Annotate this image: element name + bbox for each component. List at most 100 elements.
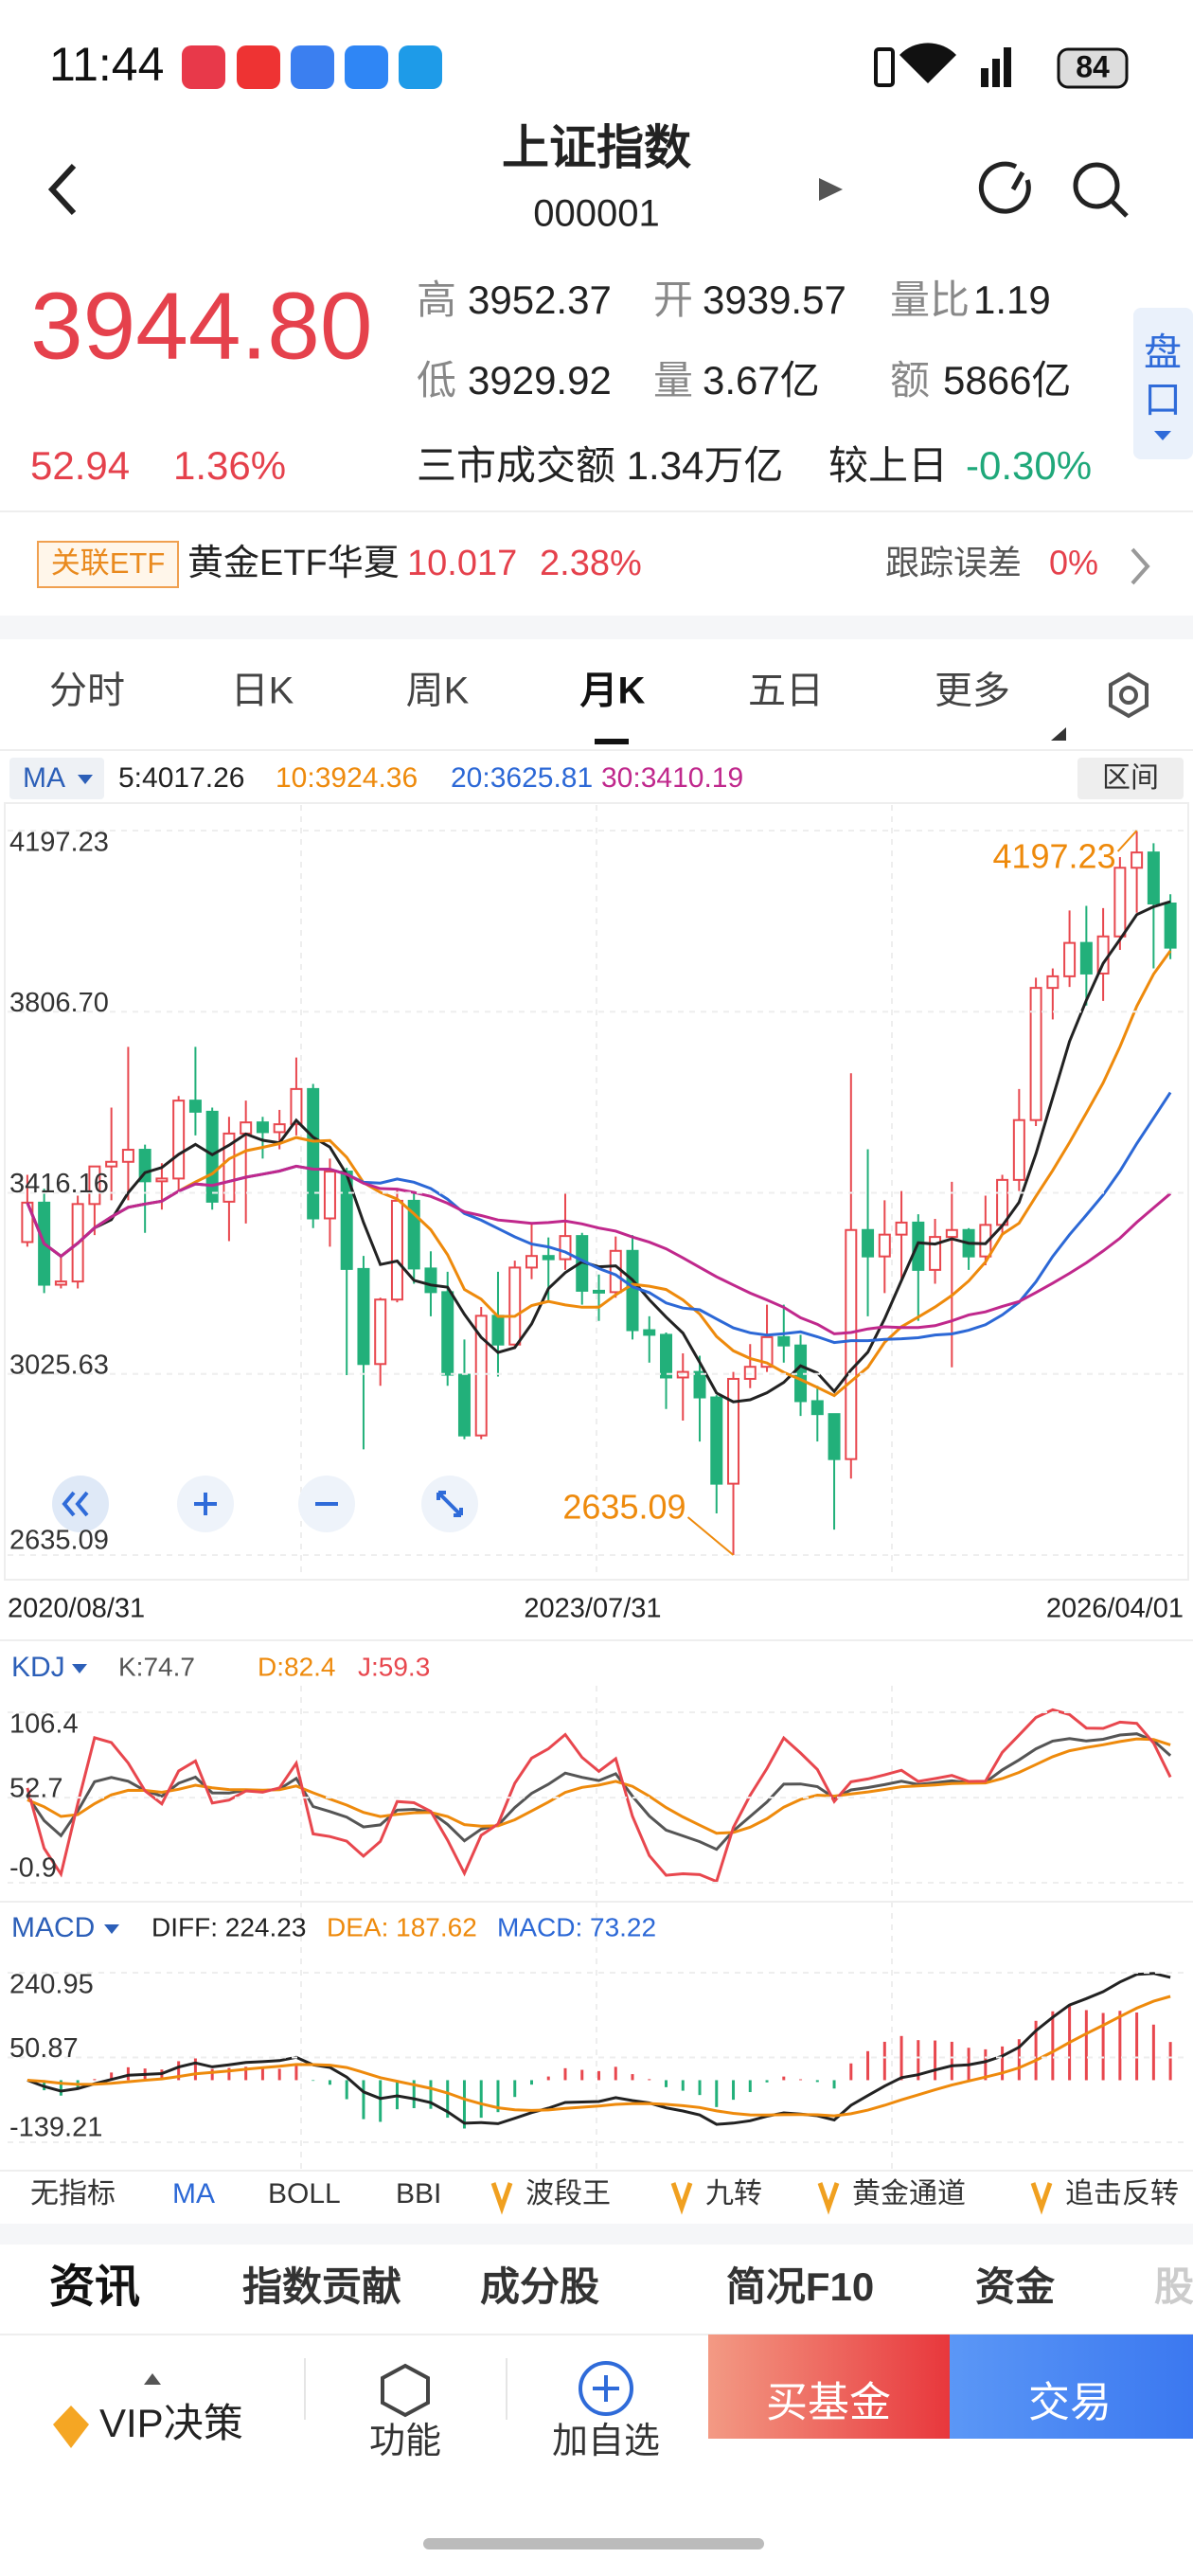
settings-icon-dot [1119, 686, 1138, 705]
indicator-name[interactable]: MACD [11, 1912, 95, 1943]
candle-body [643, 1329, 656, 1336]
max-label: 4197.23 [992, 837, 1115, 876]
indicator-tab[interactable]: 九转 [705, 2178, 762, 2209]
v-icon [670, 2182, 693, 2215]
indicator-select[interactable] [9, 758, 104, 799]
period-tab[interactable]: 周K [406, 671, 470, 712]
search-icon[interactable] [1073, 162, 1129, 218]
indicator-name[interactable]: KDJ [11, 1652, 65, 1683]
indicator-tab[interactable]: 无指标 [30, 2178, 116, 2209]
news-tab[interactable]: 股 [1154, 2264, 1193, 2309]
candle-body [155, 1177, 169, 1183]
candle-body [441, 1291, 454, 1376]
candle-body [1164, 902, 1177, 949]
candle-body [188, 1100, 202, 1113]
refresh-icon[interactable] [978, 161, 1031, 214]
max-pointer [1116, 830, 1138, 852]
candle-body [1096, 935, 1110, 975]
candle-body [172, 1100, 186, 1180]
y-tick-label: 3806.70 [9, 988, 109, 1018]
battery: 84 [1076, 49, 1110, 83]
buy-button[interactable]: 买基金 [766, 2380, 891, 2426]
candle-body [256, 1121, 269, 1134]
period-tab[interactable]: 更多 [935, 671, 1010, 712]
dropdown [78, 775, 93, 784]
func-button[interactable]: 功能 [369, 2422, 441, 2461]
etf-pct: 2.38% [540, 544, 642, 583]
candle-body [273, 1123, 286, 1134]
candle-body [138, 1149, 151, 1183]
label: 额 [890, 358, 930, 402]
value: 3.67亿 [703, 358, 820, 402]
zoom-controls[interactable] [52, 1476, 478, 1532]
news-tab[interactable]: 简况F10 [726, 2264, 874, 2309]
func-icon [381, 2363, 430, 2418]
period-tab[interactable]: 月K [580, 671, 646, 712]
etf-tag-box [37, 541, 179, 588]
indicator-tab[interactable]: 追击反转 [1065, 2178, 1179, 2209]
period-tab[interactable]: 分时 [49, 671, 125, 712]
candle-body [979, 1224, 992, 1258]
dropdown [72, 1664, 87, 1673]
news-tab[interactable]: 资金 [975, 2264, 1056, 2309]
side-button[interactable]: 盘 口 [1133, 308, 1193, 459]
gap [0, 2224, 1193, 2245]
legend-entry: K:74.7 [118, 1652, 195, 1681]
ma-line [26, 1164, 1172, 1335]
candle-body [945, 1228, 958, 1239]
candle-body [307, 1087, 320, 1220]
change: 52.94 [30, 443, 130, 488]
value: 3939.57 [703, 277, 846, 322]
back-button[interactable] [47, 163, 77, 216]
candle-body [777, 1335, 791, 1347]
indicator-tab[interactable]: 波段王 [525, 2178, 611, 2209]
settings-icon[interactable] [1109, 671, 1148, 719]
indicator-tab[interactable]: BOLL [268, 2178, 341, 2209]
etf-price: 10.017 [407, 544, 517, 583]
news-tab[interactable]: 成分股 [480, 2264, 599, 2309]
y-tick-label: -139.21 [9, 2113, 102, 2143]
value: 3952.37 [468, 277, 612, 322]
candle-body [1113, 867, 1127, 938]
etf-name[interactable]: 黄金ETF华夏 [187, 544, 400, 583]
trade-bg[interactable] [950, 2334, 1193, 2439]
value: 5866亿 [943, 358, 1071, 402]
range-button[interactable] [1077, 758, 1184, 799]
app-icons [182, 45, 442, 89]
candle-body [1063, 941, 1077, 977]
vip-icon [53, 2406, 89, 2448]
period-tab[interactable]: 五日 [748, 671, 824, 712]
candle-body [121, 1149, 134, 1163]
indicator-tab[interactable]: 黄金通道 [852, 2178, 966, 2209]
value: 1.19 [973, 277, 1051, 322]
add-plus [593, 2375, 619, 2402]
candle-body [727, 1377, 740, 1485]
buy-bg[interactable] [708, 2334, 950, 2439]
candle-body [693, 1370, 706, 1399]
candle-body [374, 1298, 387, 1366]
indicator-tab[interactable]: MA [172, 2178, 215, 2209]
kdj-plot [26, 1708, 1172, 1884]
news-tab[interactable]: 指数贡献 [242, 2264, 401, 2309]
candle-body [743, 1366, 757, 1380]
vip-button[interactable]: VIP决策 [99, 2401, 243, 2445]
candle-body [88, 1165, 101, 1206]
expand[interactable] [144, 2373, 161, 2385]
market-turnover: 三市成交额 1.34万亿 [417, 443, 783, 488]
candle-body [457, 1373, 471, 1437]
candle-body [828, 1413, 841, 1460]
trade-button[interactable]: 交易 [1028, 2380, 1112, 2426]
chevron[interactable] [1131, 547, 1150, 585]
candle-body [1079, 941, 1093, 975]
next-button[interactable] [819, 178, 843, 201]
add-button[interactable]: 加自选 [552, 2422, 660, 2461]
news-tab[interactable]: 资讯 [49, 2263, 140, 2313]
indicator-tab[interactable]: BBI [396, 2178, 441, 2209]
candle-body [525, 1255, 538, 1269]
candle-body [929, 1236, 942, 1271]
label: 量 [653, 358, 693, 402]
label: 低 [417, 358, 456, 402]
period-tab[interactable]: 日K [231, 671, 294, 712]
chart-frame [4, 802, 1189, 1581]
